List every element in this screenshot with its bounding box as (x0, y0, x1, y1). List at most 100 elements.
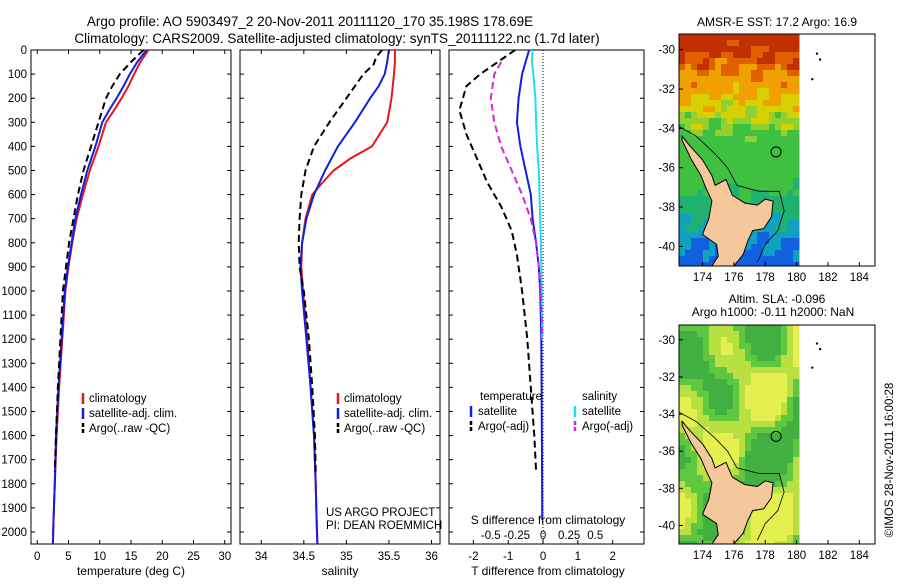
map-cell (679, 511, 686, 518)
depth-tick-label: 700 (8, 214, 27, 226)
map-cell (751, 427, 758, 434)
map-cell (793, 529, 800, 536)
map-cell (751, 244, 758, 251)
map-cell (793, 367, 800, 374)
map-cell (727, 70, 734, 77)
map-cell (769, 214, 776, 221)
map-cell (757, 541, 764, 544)
map-cell (763, 427, 770, 434)
map-cell (715, 58, 722, 65)
salinity-x-ticks: 34 34.5 35 35.5 36 (255, 50, 438, 563)
map-cell (679, 403, 686, 410)
map-cell (757, 112, 764, 119)
map-cell (775, 46, 782, 53)
map-cell (715, 94, 722, 101)
map-cell (793, 178, 800, 185)
map-cell (787, 361, 794, 368)
map-cell (709, 529, 716, 536)
map-cell (733, 130, 740, 137)
map-cell (793, 256, 800, 263)
map-cell (781, 463, 788, 470)
sst-map-ticks: 174 176 178 180 182 184 -30 -32 -34 -36 -38 -40 (658, 45, 869, 284)
map-cell (739, 118, 746, 125)
map-cell (757, 190, 764, 197)
map-cell (751, 148, 758, 155)
map-cell (757, 463, 764, 470)
map-cell (703, 331, 710, 338)
map-cell (781, 535, 788, 542)
map-cell (679, 118, 686, 125)
map-cell (739, 325, 746, 332)
map-cell (709, 52, 716, 59)
map-cell (739, 76, 746, 83)
map-cell (685, 481, 692, 488)
depth-tick-label: 600 (8, 190, 27, 202)
map-cell (697, 82, 704, 89)
map-cell (709, 397, 716, 404)
map-cell (721, 409, 728, 416)
map-cell (763, 397, 770, 404)
map-cell (769, 541, 776, 544)
map-cell (709, 409, 716, 416)
map-cell (745, 142, 752, 149)
map-cell (691, 325, 698, 332)
map-cell (763, 421, 770, 428)
map-cell (775, 481, 782, 488)
map-cell (703, 385, 710, 392)
map-cell (757, 256, 764, 263)
map-cell (739, 262, 746, 266)
map-cell (739, 196, 746, 203)
map-cell (763, 325, 770, 332)
map-cell (739, 124, 746, 131)
x-tick-label: -1 (503, 551, 513, 563)
map-cell (727, 367, 734, 374)
map-cell (787, 337, 794, 344)
map-cell (769, 439, 776, 446)
map-cell (685, 373, 692, 380)
map-cell (709, 451, 716, 458)
map-cell (697, 238, 704, 245)
map-cell (697, 214, 704, 221)
map-cell (787, 373, 794, 380)
map-cell (751, 94, 758, 101)
map-cell (763, 250, 770, 257)
map-cell (793, 208, 800, 215)
map-cell (763, 172, 770, 179)
map-cell (751, 367, 758, 374)
map-cell (757, 40, 764, 47)
map-cell (691, 505, 698, 512)
map-cell (775, 238, 782, 245)
map-cell (733, 403, 740, 410)
map-cell (775, 244, 782, 251)
map-cell (763, 106, 770, 113)
map-cell (763, 184, 770, 191)
map-cell (691, 238, 698, 245)
map-cell (739, 439, 746, 446)
map-cell (769, 535, 776, 542)
sla-map-title-line1: Altim. SLA: -0.096 (729, 292, 826, 306)
series-line (297, 50, 383, 472)
map-cell (697, 385, 704, 392)
map-cell (793, 403, 800, 410)
map-cell (763, 385, 770, 392)
map-cell (769, 325, 776, 332)
map-cell (727, 421, 734, 428)
map-cell (781, 529, 788, 536)
map-cell (685, 511, 692, 518)
map-cell (751, 361, 758, 368)
map-cell (781, 262, 788, 266)
map-cell (745, 451, 752, 458)
map-cell (769, 196, 776, 203)
map-cell (757, 445, 764, 452)
map-cell (787, 196, 794, 203)
map-cell (703, 469, 710, 476)
map-cell (733, 397, 740, 404)
map-cell (715, 142, 722, 149)
map-cell (679, 76, 686, 83)
map-cell (781, 511, 788, 518)
map-cell (733, 337, 740, 344)
map-cell (757, 421, 764, 428)
map-cell (727, 457, 734, 464)
map-cell (685, 58, 692, 65)
map-cell (763, 130, 770, 137)
